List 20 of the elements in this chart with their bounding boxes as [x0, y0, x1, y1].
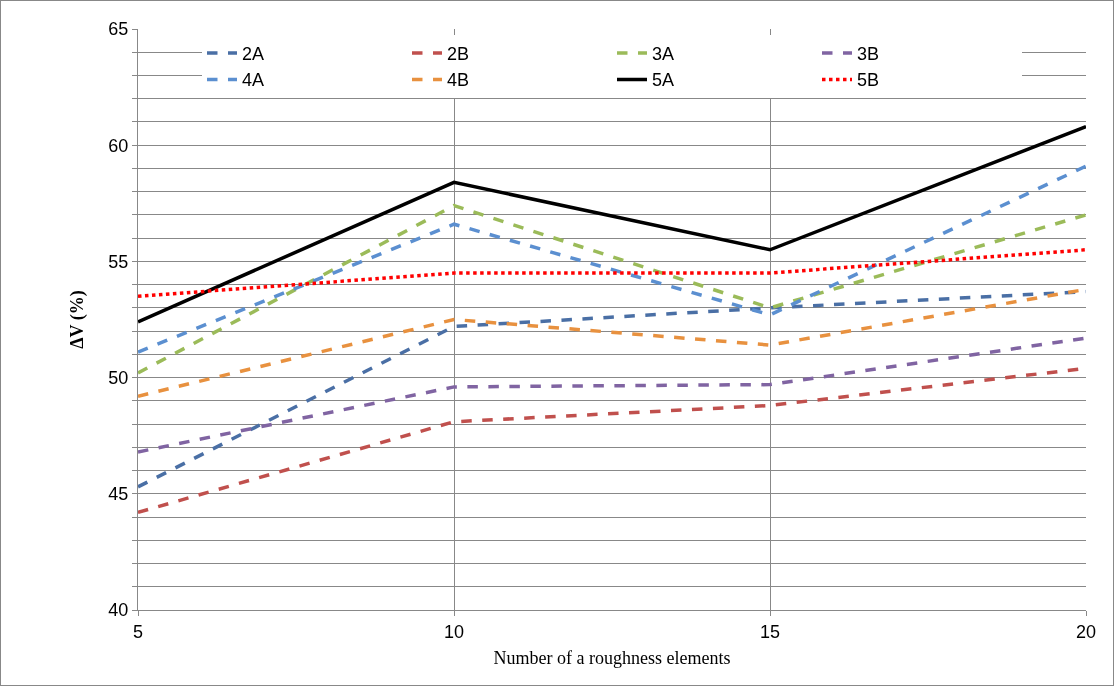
y-tick-label: 40	[108, 600, 129, 621]
legend-label: 2B	[447, 44, 470, 65]
y-axis-title: ΔV (%)	[66, 290, 88, 349]
legend-label: 4A	[242, 70, 265, 91]
legend-label: 3B	[857, 44, 880, 65]
x-tick-label: 10	[443, 621, 465, 642]
x-tick-label: 20	[1075, 621, 1097, 642]
x-tick-label: 15	[759, 621, 781, 642]
legend-label: 5B	[857, 70, 880, 91]
y-tick-label: 60	[108, 135, 129, 156]
legend-label: 3A	[652, 44, 675, 65]
y-tick-label: 65	[108, 19, 129, 40]
y-tick-label: 55	[108, 251, 129, 272]
legend-label: 4B	[447, 70, 470, 91]
y-tick-label: 45	[108, 484, 129, 505]
legend-label: 5A	[652, 70, 675, 91]
legend-label: 2A	[242, 44, 265, 65]
x-axis-title: Number of a roughness elements	[493, 647, 731, 668]
x-tick-label: 5	[132, 621, 144, 642]
y-tick-label: 50	[108, 367, 129, 388]
